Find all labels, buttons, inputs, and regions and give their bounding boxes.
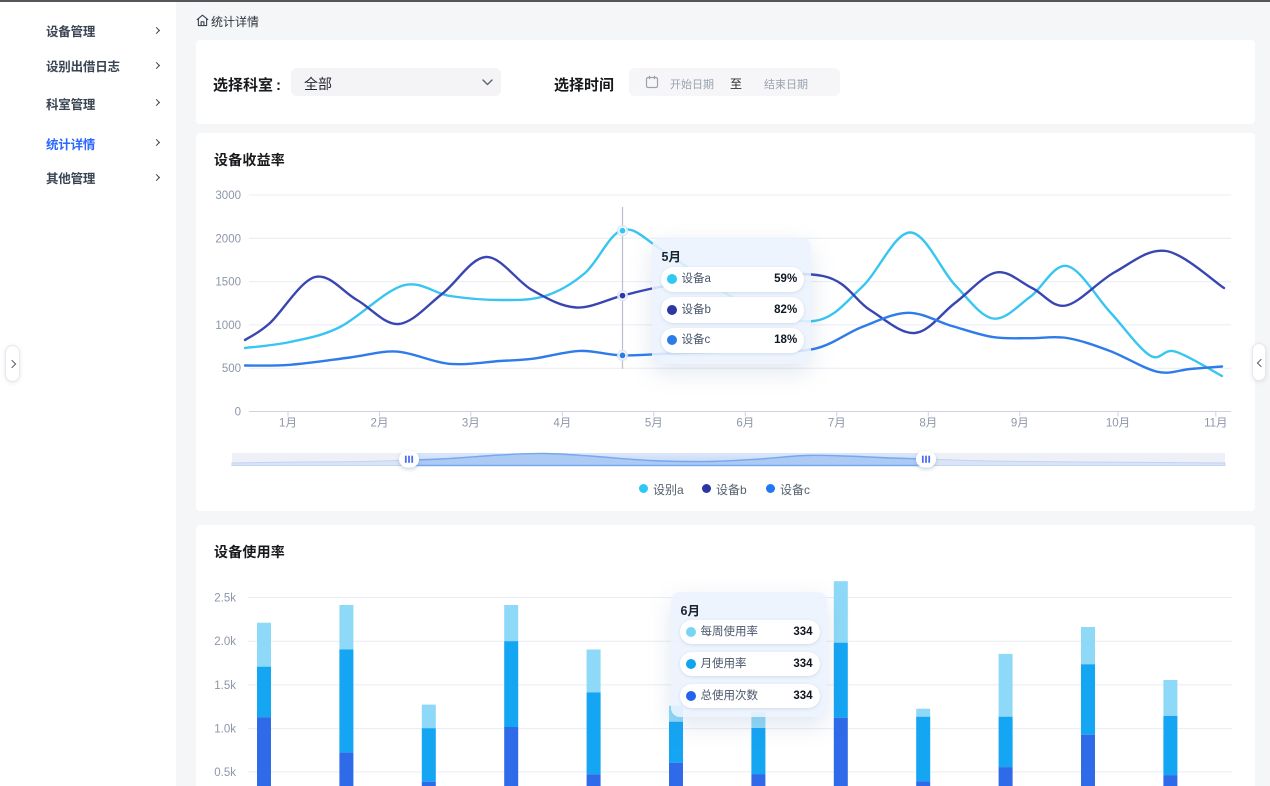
svg-text:0: 0 <box>235 407 241 419</box>
svg-text:10月: 10月 <box>1106 418 1130 430</box>
svg-text:3000: 3000 <box>215 190 241 202</box>
svg-text:2.5k: 2.5k <box>214 593 236 605</box>
svg-text:0.5k: 0.5k <box>214 767 236 779</box>
svg-text:8月: 8月 <box>919 418 937 430</box>
svg-text:6月: 6月 <box>736 418 754 430</box>
svg-text:2.0k: 2.0k <box>214 636 236 648</box>
svg-text:3月: 3月 <box>462 418 480 430</box>
svg-text:1.5k: 1.5k <box>214 680 236 692</box>
svg-text:500: 500 <box>222 363 241 375</box>
svg-text:7月: 7月 <box>828 418 846 430</box>
svg-text:1000: 1000 <box>215 320 241 332</box>
svg-text:1.0k: 1.0k <box>214 724 236 736</box>
svg-text:11月: 11月 <box>1204 418 1227 430</box>
svg-text:4月: 4月 <box>553 418 571 430</box>
svg-text:2000: 2000 <box>215 233 241 245</box>
svg-text:9月: 9月 <box>1011 418 1029 430</box>
svg-text:5月: 5月 <box>645 418 663 430</box>
svg-text:1500: 1500 <box>215 277 241 289</box>
svg-text:1月: 1月 <box>279 418 297 430</box>
svg-text:2月: 2月 <box>371 418 389 430</box>
